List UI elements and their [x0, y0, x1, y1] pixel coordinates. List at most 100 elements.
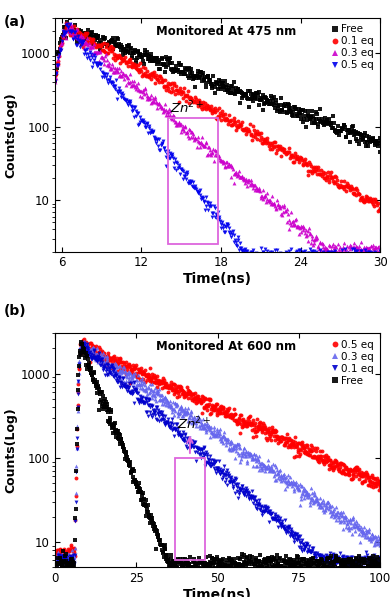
0.1 eq [378, 556, 383, 563]
Free [53, 561, 58, 568]
Free [261, 570, 265, 577]
Free [244, 559, 249, 566]
Legend: 0.5 eq, 0.3 eq, 0.1 eq, Free: 0.5 eq, 0.3 eq, 0.1 eq, Free [330, 338, 375, 387]
0.5 eq [65, 20, 69, 27]
0.5 eq [53, 77, 57, 84]
0.3 eq [53, 561, 58, 568]
0.1 eq [311, 554, 316, 561]
0.3 eq [378, 241, 383, 248]
Line: Free: Free [53, 16, 382, 153]
Line: 0.1 eq: 0.1 eq [54, 341, 382, 573]
0.3 eq [251, 184, 256, 192]
0.1 eq [116, 376, 121, 383]
0.1 eq [53, 73, 57, 80]
Free [79, 338, 83, 346]
0.5 eq [53, 549, 58, 556]
0.1 eq [162, 416, 166, 423]
0.3 eq [349, 250, 354, 257]
Text: Zn$^{2+}$: Zn$^{2+}$ [177, 416, 211, 432]
0.5 eq [378, 483, 383, 490]
0.5 eq [82, 336, 86, 343]
0.1 eq [378, 207, 383, 214]
Free [292, 106, 297, 113]
Text: Monitored At 475 nm: Monitored At 475 nm [156, 25, 296, 38]
0.5 eq [251, 254, 256, 261]
0.5 eq [311, 454, 316, 461]
0.3 eq [292, 216, 297, 223]
0.3 eq [378, 541, 383, 549]
Free [251, 98, 256, 105]
0.1 eq [82, 339, 87, 346]
0.3 eq [162, 401, 167, 408]
Free [53, 78, 57, 85]
0.1 eq [251, 123, 256, 130]
Free [304, 575, 309, 582]
0.5 eq [293, 254, 298, 261]
Free [311, 559, 316, 567]
Line: 0.3 eq: 0.3 eq [54, 339, 382, 567]
0.5 eq [235, 233, 240, 241]
X-axis label: Time(ns): Time(ns) [183, 588, 252, 597]
0.1 eq [235, 118, 240, 125]
Free [116, 435, 121, 442]
0.3 eq [68, 20, 73, 27]
Free [378, 564, 383, 571]
X-axis label: Time(ns): Time(ns) [183, 272, 252, 287]
0.3 eq [261, 463, 266, 470]
Text: (b): (b) [4, 304, 27, 318]
0.3 eq [235, 170, 240, 177]
0.1 eq [261, 503, 265, 510]
0.1 eq [64, 19, 68, 26]
0.3 eq [116, 369, 121, 376]
Text: Monitored At 600 nm: Monitored At 600 nm [156, 340, 296, 353]
0.3 eq [191, 133, 195, 140]
Line: 0.5 eq: 0.5 eq [53, 21, 382, 268]
Legend: Free, 0.1 eq, 0.3 eq, 0.5 eq: Free, 0.1 eq, 0.3 eq, 0.5 eq [330, 23, 375, 72]
0.3 eq [154, 100, 159, 107]
0.3 eq [82, 337, 86, 344]
0.3 eq [53, 79, 57, 86]
Free [378, 135, 383, 142]
Bar [168, 118, 218, 245]
Free [235, 85, 240, 93]
Free [377, 148, 382, 155]
Line: 0.1 eq: 0.1 eq [53, 21, 382, 213]
Text: Zn$^{2+}$: Zn$^{2+}$ [171, 100, 205, 116]
Free [154, 60, 159, 67]
0.3 eq [346, 251, 351, 259]
0.5 eq [191, 179, 195, 186]
0.3 eq [244, 448, 249, 456]
0.1 eq [376, 207, 381, 214]
0.1 eq [371, 567, 376, 574]
0.5 eq [349, 245, 354, 253]
0.3 eq [311, 488, 316, 496]
0.1 eq [154, 75, 159, 82]
0.5 eq [378, 251, 383, 258]
0.5 eq [162, 384, 167, 391]
0.5 eq [261, 424, 266, 431]
Free [162, 543, 166, 550]
0.1 eq [244, 485, 249, 492]
Free [348, 129, 353, 136]
Free [191, 73, 195, 80]
Y-axis label: Counts(Log): Counts(Log) [5, 407, 18, 493]
Free [67, 14, 72, 21]
0.3 eq [69, 562, 73, 569]
0.5 eq [154, 135, 159, 142]
0.5 eq [244, 417, 249, 424]
0.1 eq [292, 149, 297, 156]
Line: Free: Free [54, 340, 382, 580]
0.5 eq [285, 263, 290, 270]
Free [199, 559, 204, 566]
0.5 eq [116, 358, 121, 365]
0.1 eq [191, 97, 195, 104]
Line: 0.5 eq: 0.5 eq [54, 337, 382, 560]
0.1 eq [348, 182, 353, 189]
0.1 eq [199, 455, 204, 462]
Text: (a): (a) [4, 15, 26, 29]
0.5 eq [200, 410, 204, 417]
Bar [175, 458, 205, 561]
0.5 eq [60, 555, 64, 562]
Line: 0.3 eq: 0.3 eq [53, 21, 382, 257]
Y-axis label: Counts(Log): Counts(Log) [5, 92, 18, 178]
